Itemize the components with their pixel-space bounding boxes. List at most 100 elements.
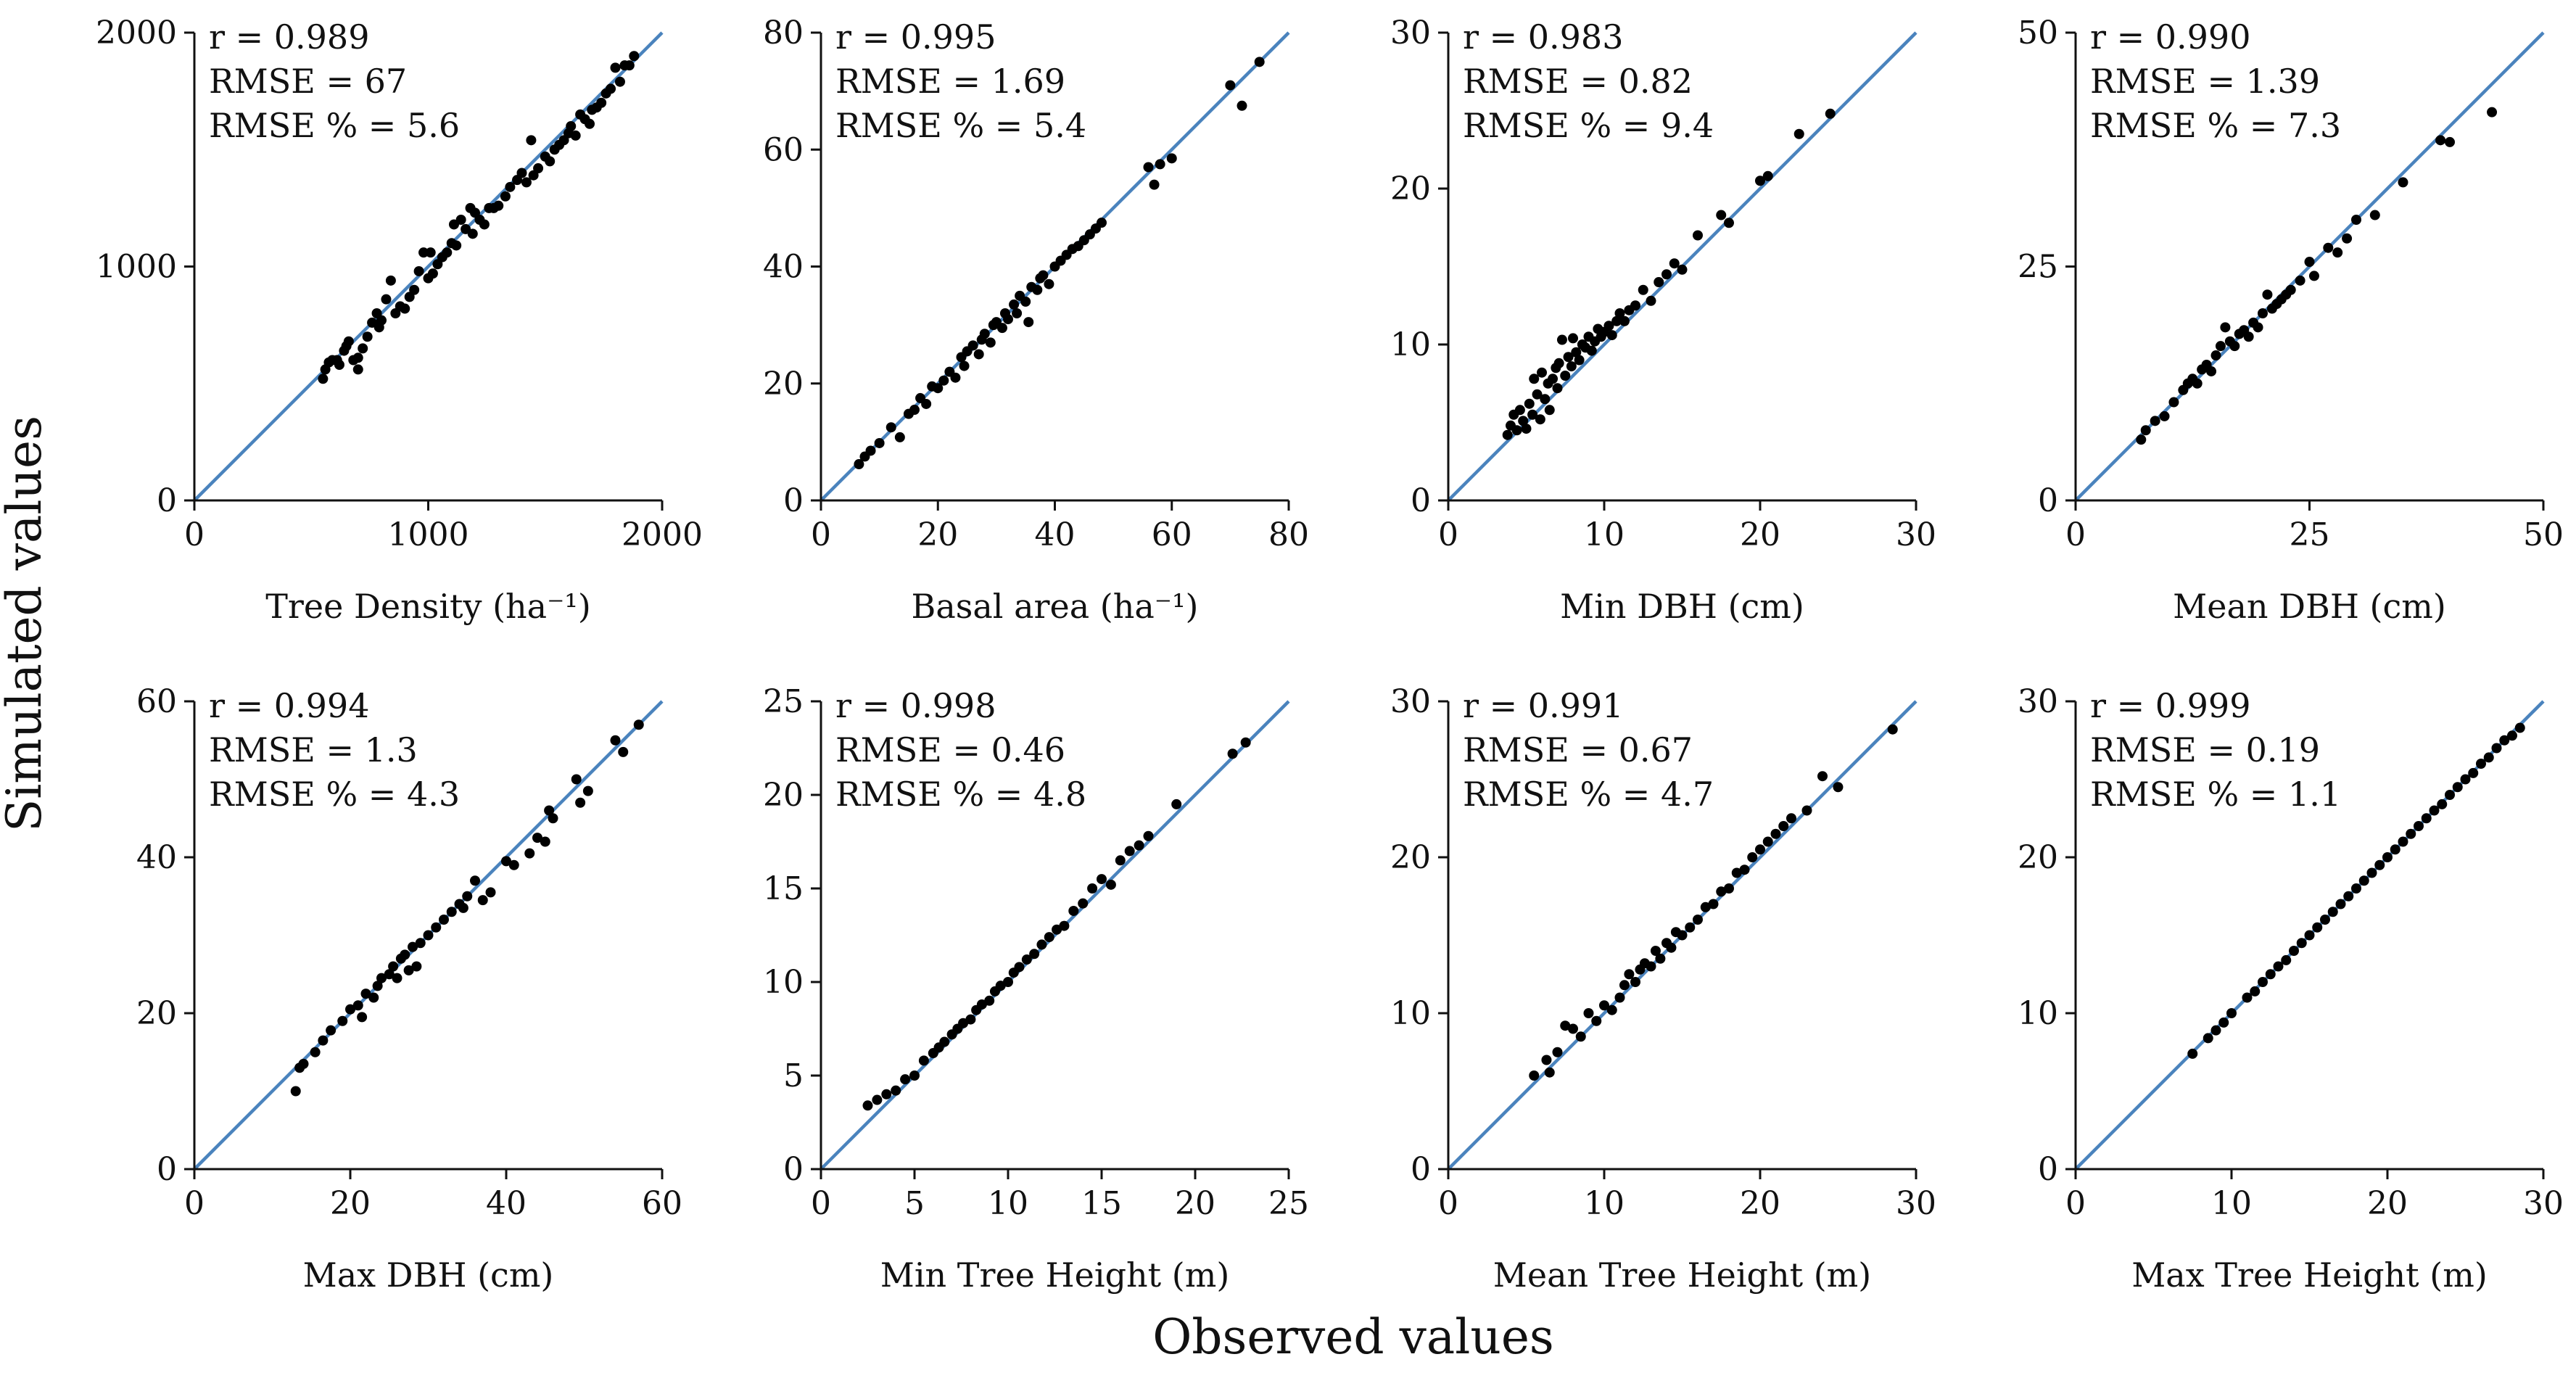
data-point	[2343, 891, 2354, 902]
x-tick-label: 50	[2523, 516, 2564, 553]
x-tick-label: 10	[1584, 1185, 1625, 1222]
data-point	[1739, 865, 1750, 875]
data-point	[385, 275, 396, 286]
data-point	[1619, 980, 1630, 991]
data-point	[1611, 315, 1622, 326]
data-point	[431, 922, 442, 933]
x-axis-title: Observed values	[1152, 1309, 1554, 1365]
data-point	[1541, 1055, 1552, 1065]
data-point	[881, 1089, 892, 1099]
data-point	[2304, 257, 2315, 268]
x-axis-label: Max Tree Height (m)	[2131, 1255, 2488, 1295]
x-tick-label: 20	[917, 516, 958, 553]
data-point	[508, 859, 519, 870]
data-point	[1124, 846, 1135, 857]
data-point	[357, 1012, 368, 1023]
data-point	[358, 343, 368, 354]
y-tick-label: 30	[2018, 683, 2058, 720]
data-point	[1552, 383, 1563, 394]
data-point	[1552, 1047, 1563, 1057]
y-tick-label: 10	[1390, 995, 1431, 1032]
data-point	[1887, 724, 1898, 735]
x-tick-label: 20	[330, 1185, 371, 1222]
data-point	[1548, 374, 1559, 384]
data-point	[501, 856, 511, 867]
data-point	[2265, 969, 2276, 980]
data-point	[570, 130, 581, 141]
data-point	[1619, 315, 1630, 326]
data-point	[872, 1094, 883, 1105]
data-point	[959, 360, 970, 371]
data-point	[1716, 886, 1727, 897]
x-tick-label: 2000	[622, 516, 703, 553]
data-point	[1527, 409, 1538, 420]
data-point	[996, 323, 1007, 334]
data-point	[1003, 977, 1013, 987]
data-point	[1762, 170, 1773, 181]
data-point	[1770, 828, 1781, 839]
data-point	[2308, 271, 2319, 281]
data-point	[2258, 308, 2268, 318]
x-axis-label: Mean DBH (cm)	[2173, 587, 2446, 626]
y-tick-label: 60	[763, 131, 804, 168]
y-tick-label: 25	[763, 683, 804, 720]
data-point	[2476, 759, 2486, 769]
data-point	[384, 969, 395, 980]
data-point	[2210, 1025, 2221, 1036]
data-point	[1044, 279, 1054, 289]
stat-line: r = 0.989	[209, 17, 369, 57]
stat-line: r = 0.983	[1463, 17, 1623, 57]
data-point	[318, 1035, 329, 1046]
y-tick-label: 1000	[96, 249, 177, 286]
data-point	[2406, 828, 2416, 839]
data-point	[985, 337, 996, 348]
data-point	[376, 315, 387, 326]
data-point	[1762, 836, 1773, 847]
data-point	[854, 459, 864, 470]
data-point	[1825, 108, 1836, 119]
data-point	[334, 359, 344, 370]
data-point	[1540, 394, 1551, 405]
data-point	[2242, 992, 2253, 1003]
data-point	[1155, 159, 1165, 170]
data-point	[2335, 899, 2346, 909]
data-point	[345, 1004, 355, 1015]
x-axis-label: Basal area (ha⁻¹)	[912, 587, 1199, 626]
data-point	[2382, 852, 2393, 862]
data-point	[2435, 135, 2446, 146]
x-tick-label: 0	[811, 1185, 831, 1222]
x-tick-label: 40	[1035, 516, 1076, 553]
data-point	[918, 1055, 929, 1066]
data-point	[413, 265, 424, 276]
subplot-7: 0 10 20 30 0 10 20 30 Mean Tree Height (m) r = 0.…	[1390, 683, 1936, 1295]
data-point	[1574, 355, 1585, 366]
x-tick-label: 0	[2065, 516, 2086, 553]
data-point	[1833, 782, 1844, 793]
data-point	[2429, 805, 2440, 816]
data-point	[2514, 722, 2525, 733]
data-point	[1502, 429, 1513, 440]
y-tick-label: 0	[783, 1151, 804, 1188]
data-point	[1568, 333, 1578, 344]
data-point	[516, 168, 527, 178]
stat-line: r = 0.990	[2090, 17, 2250, 57]
data-point	[1755, 176, 1765, 186]
identity-line	[193, 31, 664, 502]
data-point	[439, 915, 449, 925]
data-point	[418, 247, 429, 258]
data-point	[891, 1085, 901, 1096]
stat-line: RMSE = 67	[209, 62, 407, 101]
data-point	[540, 836, 550, 847]
y-tick-label: 50	[2018, 15, 2058, 51]
data-point	[618, 746, 629, 757]
data-point	[1693, 915, 1703, 925]
data-point	[318, 374, 329, 384]
data-point	[1023, 317, 1034, 328]
data-point	[2483, 752, 2494, 763]
data-point	[1003, 314, 1013, 325]
data-point	[933, 383, 944, 394]
stat-line: RMSE % = 5.6	[209, 106, 460, 145]
x-tick-label: 10	[988, 1185, 1028, 1222]
y-tick-label: 20	[136, 995, 177, 1032]
data-point	[886, 422, 896, 433]
